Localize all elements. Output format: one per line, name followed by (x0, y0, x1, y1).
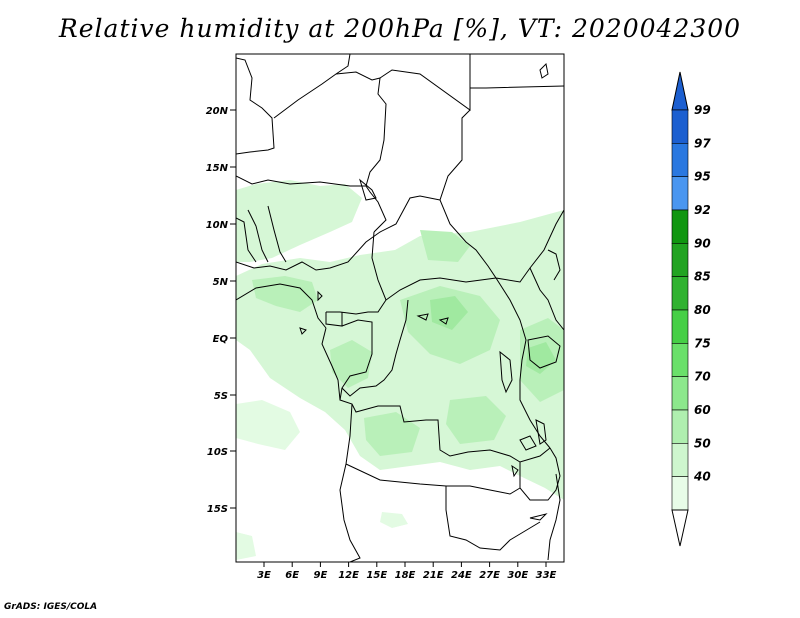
lat-label: 5N (213, 277, 229, 288)
colorbar-label: 95 (694, 170, 711, 184)
lat-label: 10S (207, 447, 228, 458)
lat-label: EQ (213, 334, 229, 345)
colorbar-boxes (671, 109, 689, 511)
country-borders (236, 54, 564, 562)
lat-label: 10N (206, 220, 229, 231)
colorbar-box (671, 209, 689, 244)
lon-label: 30E (507, 570, 528, 581)
map-frame (235, 53, 565, 563)
lon-label: 24E (451, 570, 472, 581)
lon-label: 21E (423, 570, 444, 581)
colorbar-label: 92 (694, 203, 711, 217)
colorbar-label: 75 (694, 336, 711, 350)
lon-axis: 3E 6E 9E 12E 15E 18E 21E 24E 27E 30E 33E (257, 562, 557, 581)
colorbar-label: 97 (694, 136, 711, 150)
colorbar-label: 99 (694, 103, 711, 117)
lon-label: 27E (479, 570, 500, 581)
colorbar-extend-top (671, 71, 689, 111)
lat-label: 15S (207, 504, 228, 515)
credit-text: GrADS: IGES/COLA (4, 602, 98, 612)
lat-label: 5S (214, 391, 228, 402)
rh-shade-60 (236, 210, 564, 500)
colorbar-box (671, 309, 689, 344)
colorbar-label: 70 (694, 370, 711, 384)
colorbar-label: 90 (694, 236, 711, 250)
rh-shade-south (236, 400, 300, 450)
lat-axis: 20N 15N 10N 5N EQ 5S 10S 15S (206, 106, 236, 515)
lon-label: 12E (338, 570, 359, 581)
colorbar-extend-bottom (671, 509, 689, 547)
colorbar-label: 50 (694, 436, 711, 450)
plot-title: Relative humidity at 200hPa [%], VT: 202… (58, 14, 742, 43)
lon-label: 15E (366, 570, 387, 581)
colorbar-box (671, 476, 689, 511)
rh-shade-70g (446, 396, 506, 444)
colorbar-box (671, 376, 689, 411)
lon-label: 18E (395, 570, 416, 581)
colorbar-labels: 99 97 95 92 90 85 80 75 70 60 50 40 (693, 103, 711, 484)
rh-shade-70 (252, 276, 318, 312)
lon-label: 33E (536, 570, 557, 581)
colorbar-box (671, 109, 689, 144)
colorbar: 99 97 95 92 90 85 80 75 70 60 50 40 (671, 71, 711, 547)
rh-shade-75b (526, 342, 556, 374)
rh-shade-75 (430, 296, 468, 330)
rh-shade-70d (420, 230, 470, 262)
rh-shade-70f (364, 412, 420, 456)
colorbar-label: 60 (694, 403, 711, 417)
colorbar-box (671, 276, 689, 311)
rh-shade-west (236, 180, 362, 262)
colorbar-box (671, 243, 689, 277)
lat-label: 20N (206, 106, 229, 117)
colorbar-label: 80 (694, 303, 711, 317)
lat-label: 15N (206, 163, 229, 174)
colorbar-label: 40 (693, 470, 711, 484)
lon-label: 3E (257, 570, 271, 581)
rh-shade-south3 (380, 512, 408, 528)
colorbar-label: 85 (694, 270, 711, 284)
rh-shade-south2 (236, 532, 256, 560)
colorbar-box (671, 409, 689, 444)
colorbar-box (671, 143, 689, 177)
colorbar-box (671, 176, 689, 211)
rh-shade-70b (330, 340, 372, 388)
lon-label: 9E (314, 570, 328, 581)
humidity-field (236, 180, 564, 560)
colorbar-box (671, 343, 689, 377)
lon-label: 6E (285, 570, 299, 581)
colorbar-box (671, 443, 689, 477)
